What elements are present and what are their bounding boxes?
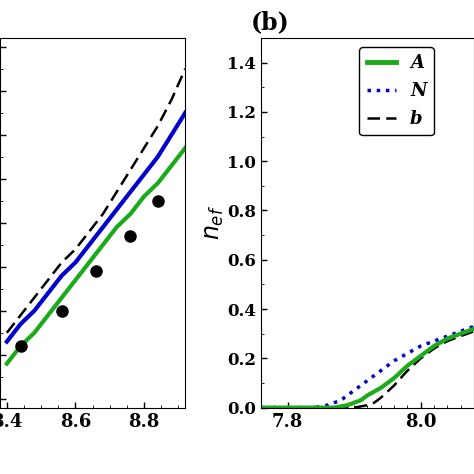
Legend: A, N, b: A, N, b [359,47,434,135]
Y-axis label: $n_{ef}$: $n_{ef}$ [203,205,226,240]
Text: (b): (b) [250,10,289,35]
